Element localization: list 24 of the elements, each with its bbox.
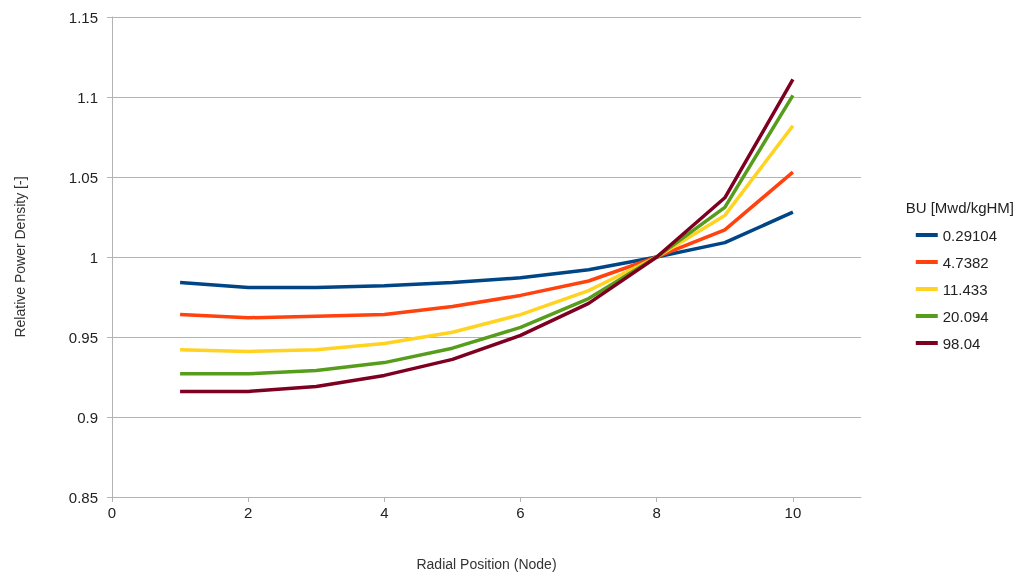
y-tick-label: 1.15 (68, 8, 98, 26)
line-series (178, 170, 795, 320)
legend-title: BU [Mwd/kgHM] (905, 199, 1015, 216)
x-tick-label: 10 (784, 504, 802, 521)
y-tick-label: 0.9 (77, 408, 98, 426)
y-axis-title: Relative Power Density [-] (12, 176, 28, 338)
x-axis-title: Radial Position (Node) (416, 556, 557, 572)
y-tick-label: 0.85 (68, 488, 98, 506)
legend-label: 4.7382 (942, 253, 989, 271)
x-tick-label: 6 (516, 504, 525, 521)
y-tick-label: 0.95 (68, 328, 98, 346)
y-tick-label: 1 (89, 248, 98, 266)
y-tick-label: 1.1 (77, 88, 98, 106)
x-tick-label: 4 (380, 504, 389, 521)
x-tick-label: 8 (652, 504, 661, 521)
legend-label: 20.094 (942, 307, 989, 325)
x-tick-label: 2 (244, 504, 253, 521)
y-tick-label: 1.05 (68, 168, 98, 186)
legend-label: 0.29104 (942, 226, 998, 244)
legend-label: 98.04 (942, 334, 981, 352)
line-series (178, 210, 795, 290)
legend-label: 11.433 (942, 280, 988, 298)
x-tick-label: 0 (107, 504, 117, 521)
line-series (178, 124, 795, 354)
